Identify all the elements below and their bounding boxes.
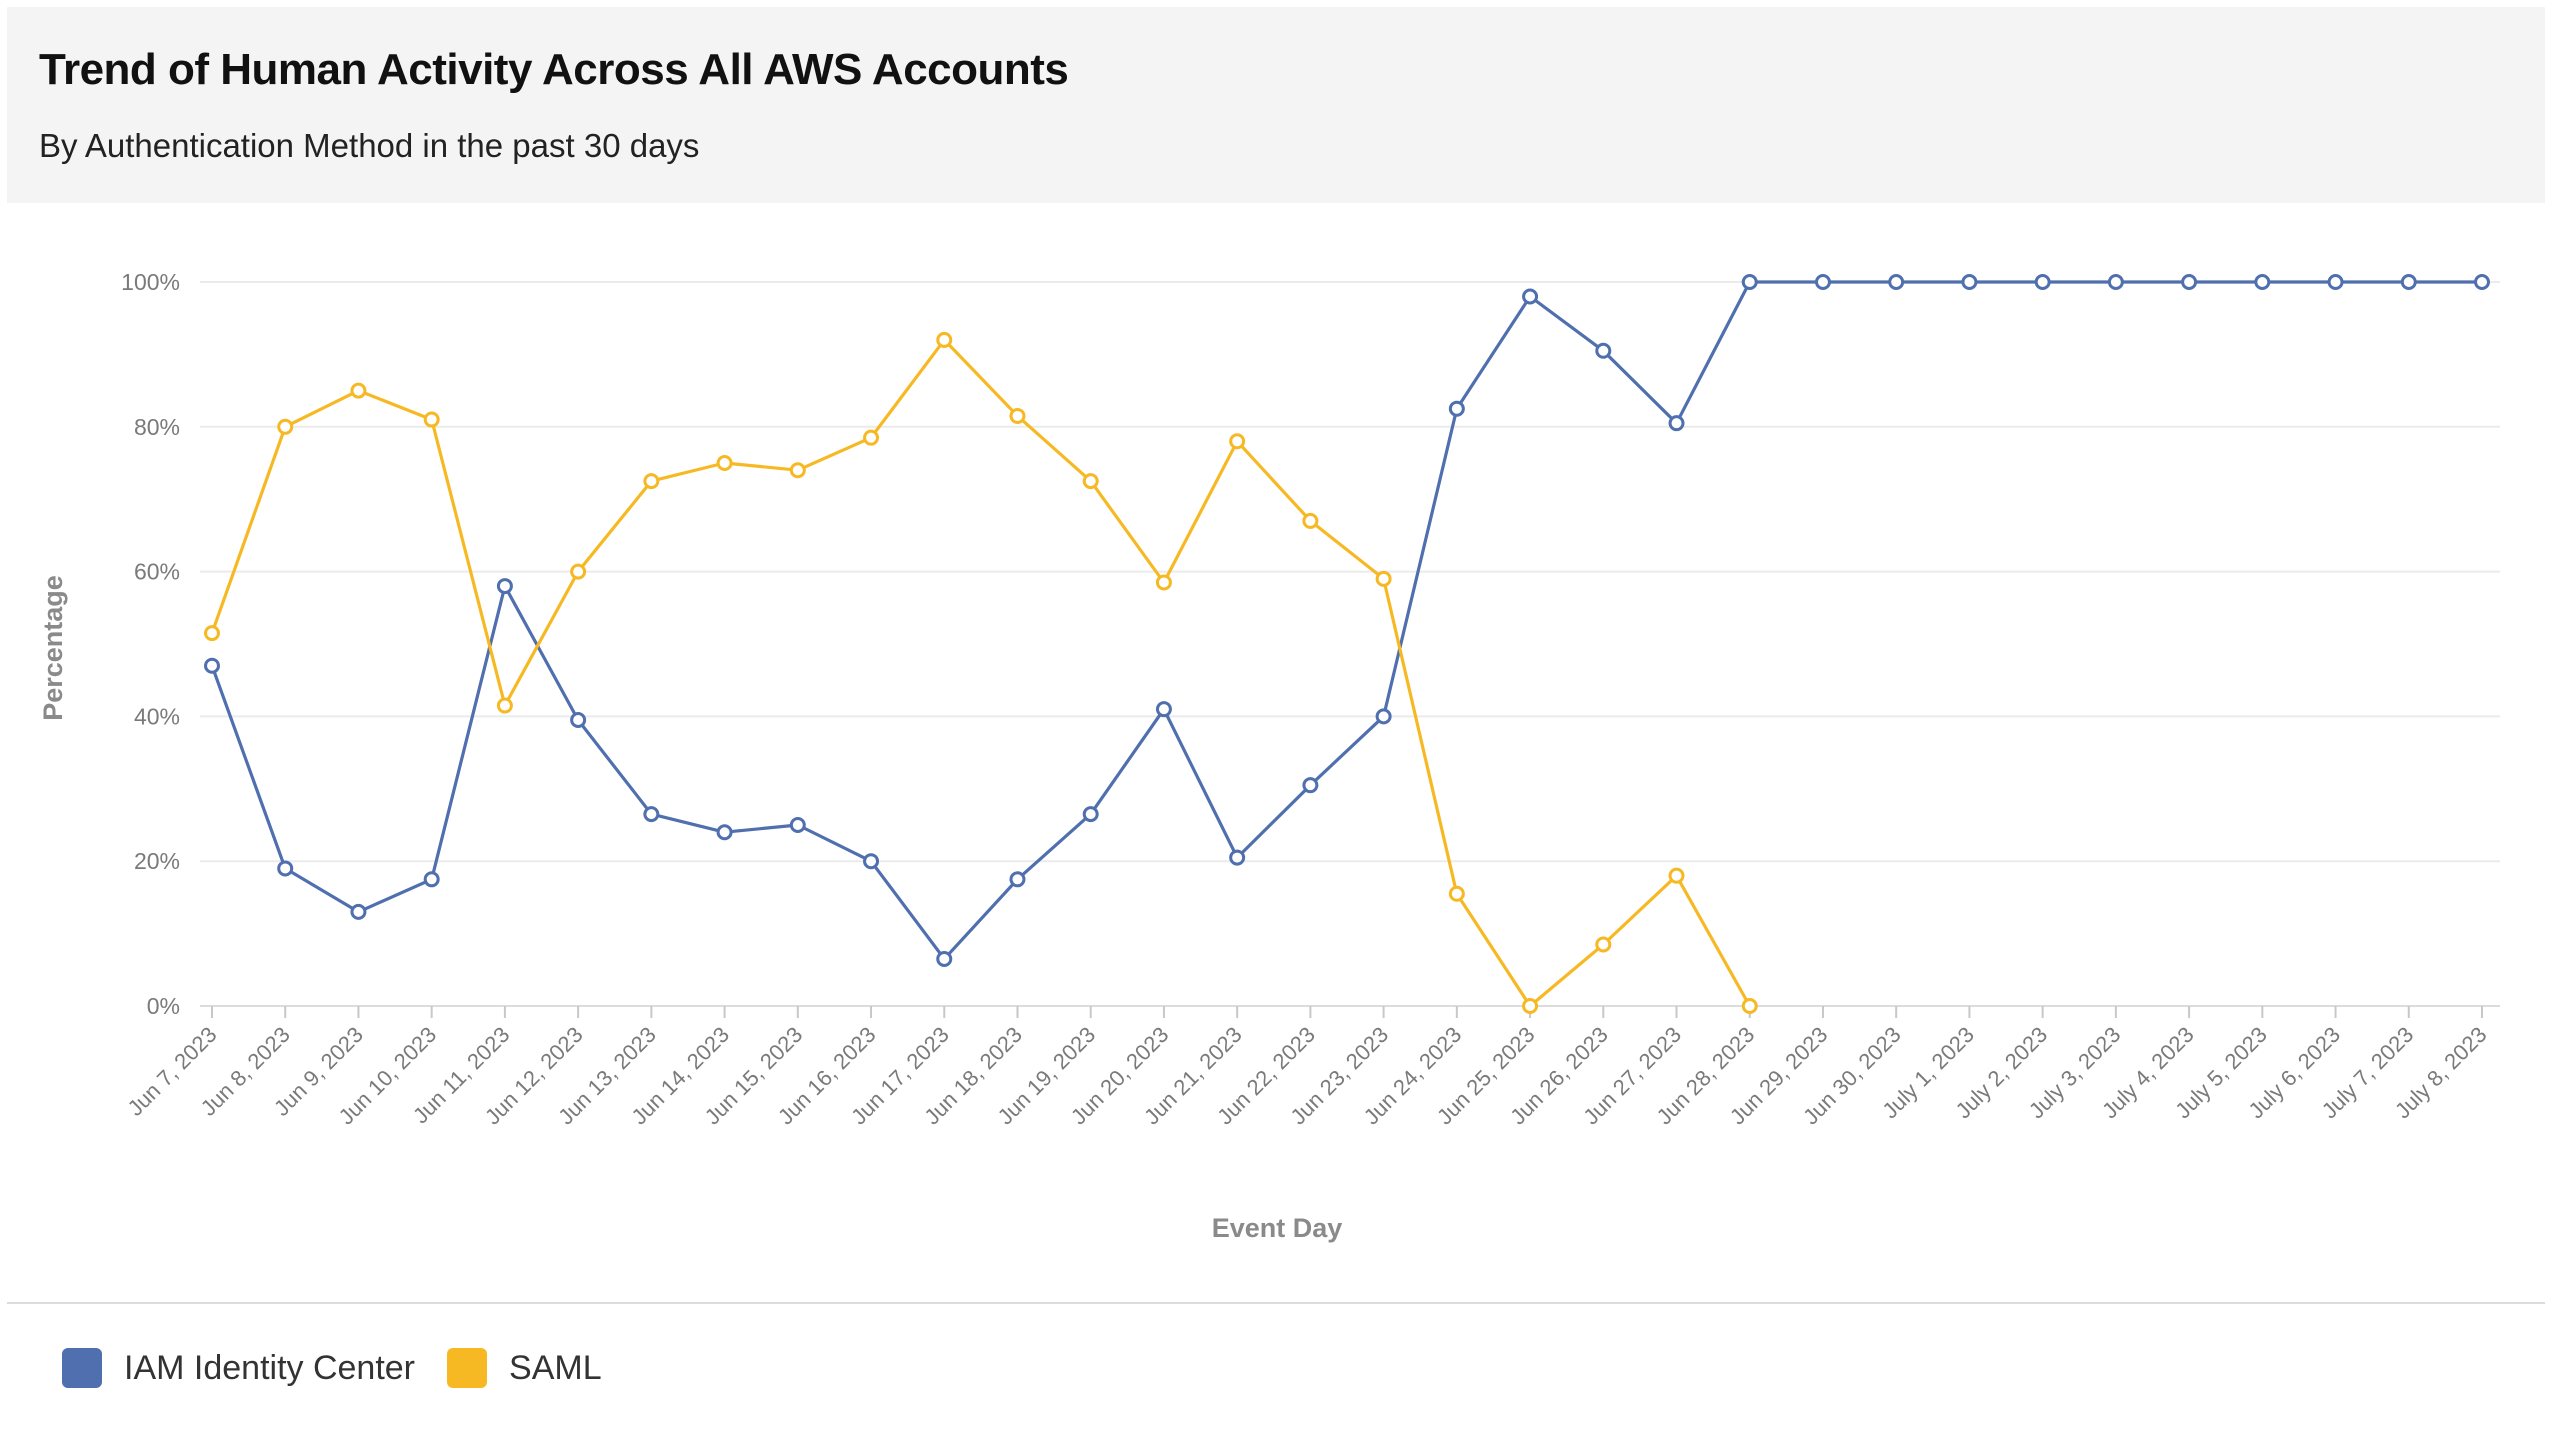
data-point-saml[interactable] bbox=[277, 418, 294, 435]
chart-subtitle: By Authentication Method in the past 30 … bbox=[39, 127, 700, 164]
data-point-saml[interactable] bbox=[863, 429, 880, 446]
data-point-iam-identity-center[interactable] bbox=[1009, 871, 1026, 888]
data-point-iam-identity-center[interactable] bbox=[1741, 274, 1758, 290]
data-point-iam-identity-center[interactable] bbox=[1595, 342, 1612, 359]
data-point-iam-identity-center[interactable] bbox=[789, 817, 806, 833]
data-point-iam-identity-center[interactable] bbox=[423, 871, 440, 888]
x-axis-title: Event Day bbox=[1212, 1213, 1343, 1243]
grid-lines bbox=[200, 281, 2500, 1007]
data-point-saml[interactable] bbox=[1302, 512, 1319, 529]
series-lines bbox=[210, 280, 2482, 1008]
y-tick-label: 0% bbox=[147, 993, 180, 1019]
data-point-saml[interactable] bbox=[716, 455, 733, 471]
data-point-saml[interactable] bbox=[570, 563, 587, 580]
data-point-iam-identity-center[interactable] bbox=[936, 950, 953, 967]
data-point-iam-identity-center[interactable] bbox=[1888, 274, 1905, 290]
data-point-saml[interactable] bbox=[1375, 570, 1392, 587]
data-point-iam-identity-center[interactable] bbox=[2400, 274, 2417, 290]
data-point-iam-identity-center[interactable] bbox=[1375, 708, 1392, 725]
data-point-saml[interactable] bbox=[1229, 433, 1246, 450]
data-point-saml[interactable] bbox=[204, 625, 220, 642]
data-point-saml[interactable] bbox=[496, 697, 513, 714]
data-point-saml[interactable] bbox=[643, 473, 660, 490]
data-point-saml[interactable] bbox=[1155, 574, 1172, 591]
data-point-iam-identity-center[interactable] bbox=[277, 860, 294, 877]
chart-title: Trend of Human Activity Across All AWS A… bbox=[39, 45, 1069, 94]
legend: IAM Identity Center SAML bbox=[62, 1348, 634, 1388]
data-point-iam-identity-center[interactable] bbox=[2254, 274, 2271, 290]
y-tick-label: 20% bbox=[134, 848, 180, 874]
data-point-saml[interactable] bbox=[1595, 936, 1612, 953]
series-line-iam-identity-center bbox=[210, 280, 2482, 961]
data-point-saml[interactable] bbox=[936, 331, 953, 348]
legend-divider bbox=[7, 1302, 2545, 1304]
y-axis-title: Percentage bbox=[38, 575, 68, 721]
data-point-saml[interactable] bbox=[1082, 473, 1099, 490]
y-tick-label: 60% bbox=[134, 559, 180, 585]
data-point-iam-identity-center[interactable] bbox=[1668, 415, 1685, 432]
data-point-iam-identity-center[interactable] bbox=[716, 824, 733, 841]
data-point-saml[interactable] bbox=[1668, 867, 1685, 884]
data-point-iam-identity-center[interactable] bbox=[1082, 806, 1099, 823]
series-line-saml bbox=[210, 338, 1752, 1008]
legend-item-iam-identity-center[interactable]: IAM Identity Center bbox=[62, 1348, 415, 1388]
data-point-iam-identity-center[interactable] bbox=[496, 578, 513, 595]
data-point-saml[interactable] bbox=[423, 411, 440, 428]
y-tick-label: 40% bbox=[134, 703, 180, 729]
legend-label-iam: IAM Identity Center bbox=[124, 1348, 416, 1387]
data-point-saml[interactable] bbox=[1741, 998, 1758, 1014]
data-point-iam-identity-center[interactable] bbox=[643, 806, 660, 823]
data-point-iam-identity-center[interactable] bbox=[1522, 288, 1539, 305]
legend-item-saml[interactable]: SAML bbox=[447, 1348, 602, 1388]
data-point-iam-identity-center[interactable] bbox=[1448, 400, 1465, 417]
data-point-iam-identity-center[interactable] bbox=[1814, 274, 1831, 290]
data-point-saml[interactable] bbox=[1009, 407, 1026, 424]
data-point-iam-identity-center[interactable] bbox=[204, 657, 220, 674]
y-axis-ticks: 0% 20% 40% 60% 80% 100% bbox=[121, 269, 180, 1019]
data-point-saml[interactable] bbox=[350, 382, 367, 399]
data-point-iam-identity-center[interactable] bbox=[1229, 849, 1246, 866]
legend-swatch-iam bbox=[62, 1348, 102, 1388]
data-point-saml[interactable] bbox=[789, 462, 806, 479]
data-point-saml[interactable] bbox=[1522, 998, 1539, 1014]
legend-label-saml: SAML bbox=[509, 1348, 602, 1387]
data-point-iam-identity-center[interactable] bbox=[1961, 274, 1978, 290]
data-point-iam-identity-center[interactable] bbox=[2107, 274, 2124, 290]
data-point-iam-identity-center[interactable] bbox=[2474, 274, 2490, 290]
data-point-iam-identity-center[interactable] bbox=[863, 853, 880, 870]
data-point-saml[interactable] bbox=[1448, 885, 1465, 902]
data-point-iam-identity-center[interactable] bbox=[1302, 777, 1319, 794]
y-tick-label: 100% bbox=[121, 269, 180, 295]
data-point-iam-identity-center[interactable] bbox=[2327, 274, 2344, 290]
data-point-iam-identity-center[interactable] bbox=[2181, 274, 2198, 290]
y-tick-label: 80% bbox=[134, 414, 180, 440]
data-point-iam-identity-center[interactable] bbox=[570, 712, 587, 729]
data-point-iam-identity-center[interactable] bbox=[1155, 701, 1172, 718]
chart-header: Trend of Human Activity Across All AWS A… bbox=[7, 7, 2545, 203]
data-point-iam-identity-center[interactable] bbox=[350, 903, 367, 920]
data-point-iam-identity-center[interactable] bbox=[2034, 274, 2051, 290]
legend-swatch-saml bbox=[447, 1348, 488, 1388]
series-points[interactable] bbox=[204, 274, 2490, 1014]
